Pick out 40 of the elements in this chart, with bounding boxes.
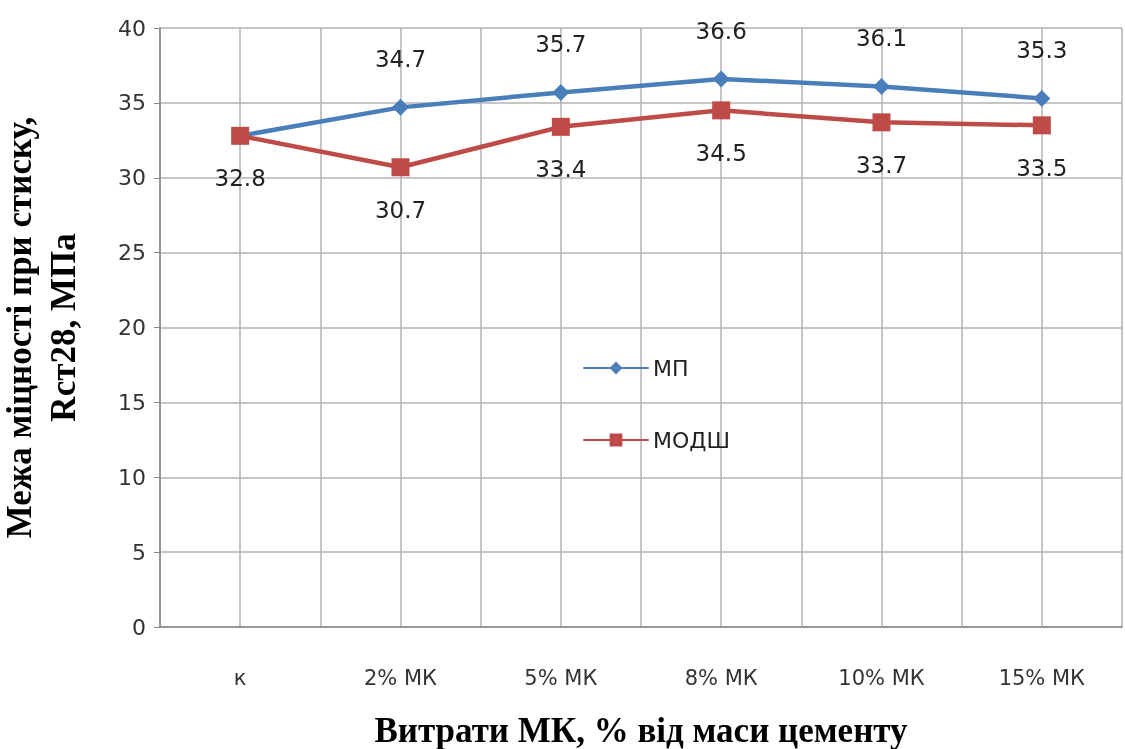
- y-tick-label: 5: [132, 539, 146, 565]
- point: [392, 98, 409, 116]
- legend-label: МОДШ: [653, 427, 731, 453]
- point: [551, 117, 570, 136]
- data-label: 35.3: [1016, 37, 1068, 64]
- x-tick-label: 8% МК: [684, 665, 758, 690]
- point: [712, 70, 730, 88]
- data-label: 35.7: [535, 31, 587, 58]
- y-tick-label: 0: [132, 614, 146, 640]
- y-tick-label: 25: [118, 240, 146, 266]
- point: [1033, 89, 1051, 107]
- point: [552, 83, 570, 101]
- point: [872, 113, 891, 132]
- point: [712, 101, 731, 120]
- x-tick-label: 2% МК: [363, 665, 438, 690]
- data-label: 33.5: [1016, 154, 1068, 181]
- y-tick-label: 20: [118, 315, 146, 340]
- y-tick-label: 10: [118, 464, 146, 490]
- point: [1032, 116, 1051, 135]
- data-label: 36.1: [855, 25, 908, 52]
- data-label: 32.8: [214, 165, 266, 192]
- y-tick-label: 15: [118, 389, 146, 415]
- data-label: 33.4: [535, 156, 587, 183]
- point: [873, 77, 890, 95]
- y-tick-label: 40: [118, 15, 146, 41]
- x-tick-label: к: [233, 665, 247, 690]
- x-tick-label: 10% МК: [838, 665, 925, 690]
- data-label: 36.6: [695, 17, 747, 44]
- data-label: 34.5: [695, 139, 747, 166]
- legend-label: МП: [653, 355, 689, 381]
- point: [391, 158, 410, 177]
- x-axis-title: Витрати МК, % від маси цементу: [374, 711, 909, 749]
- y-tick-label: 35: [118, 90, 146, 116]
- data-label: 33.7: [855, 151, 908, 178]
- y-axis-title: Межа міцності при стиску, Rст28, МПа: [0, 116, 83, 539]
- data-label: 30.7: [374, 196, 427, 223]
- x-tick-label: 5% МК: [524, 665, 598, 690]
- data-label: 34.7: [374, 46, 427, 73]
- y-tick-label: 30: [118, 165, 146, 191]
- x-tick-label: 15% МК: [998, 665, 1086, 690]
